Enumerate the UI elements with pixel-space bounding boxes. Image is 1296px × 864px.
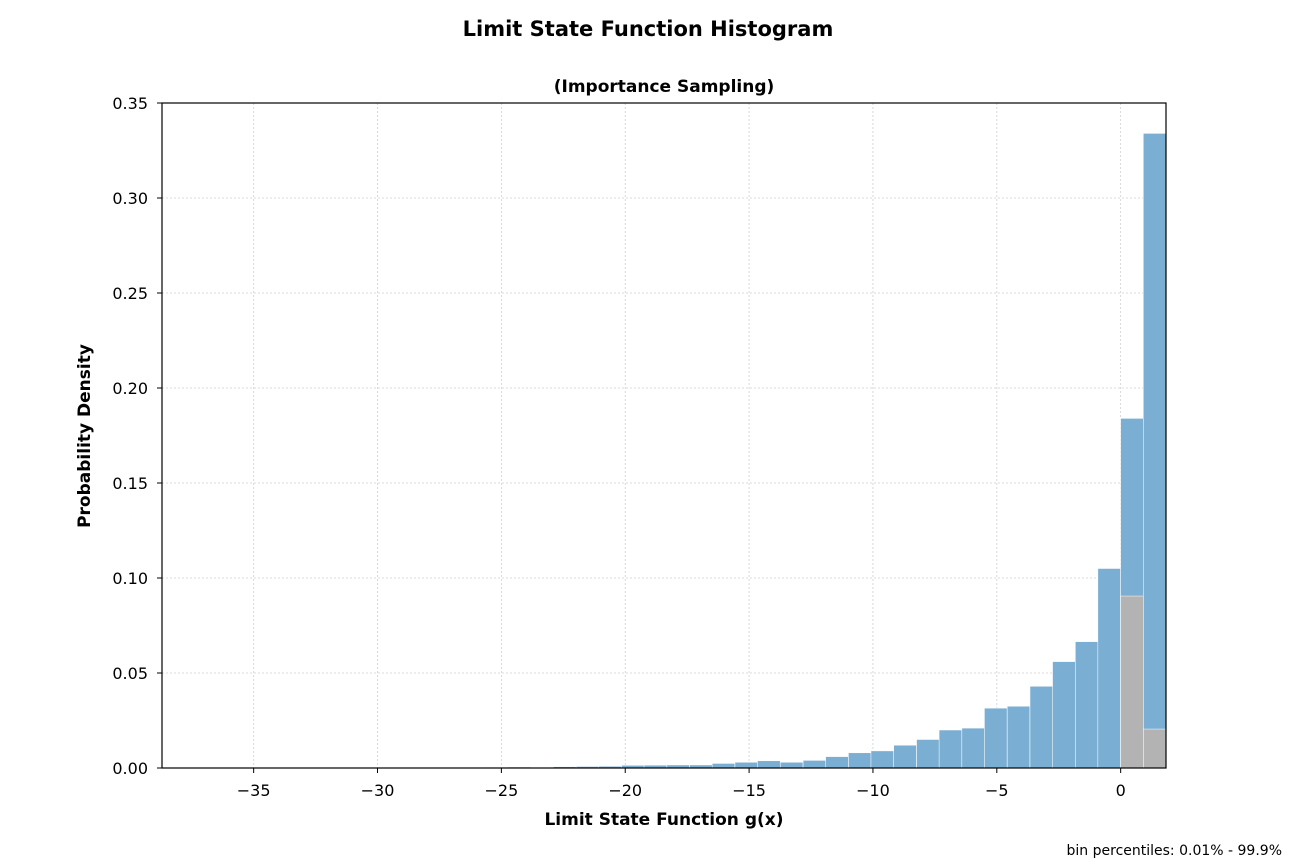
- failure-region-bar: [984, 707, 1008, 769]
- x-tick-label: −35: [237, 781, 271, 800]
- bin-percentiles-note: bin percentiles: 0.01% - 99.9%: [1067, 843, 1282, 859]
- x-tick-label: −25: [484, 781, 518, 800]
- failure-region-bar: [1097, 568, 1121, 769]
- safe-region-bar: [1143, 728, 1167, 769]
- grid-lines: [162, 102, 1166, 769]
- x-tick-label: −20: [608, 781, 642, 800]
- failure-region-bar: [711, 763, 736, 769]
- histogram-bars: [485, 133, 1167, 769]
- x-tick-label: −15: [732, 781, 766, 800]
- failure-region-bar: [938, 729, 963, 769]
- failure-region-bar: [961, 727, 985, 769]
- x-tick-label: −10: [856, 781, 890, 800]
- safe-region-bar: [1120, 595, 1144, 769]
- y-tick-label: 0.30: [112, 189, 148, 208]
- y-axis-label: Probability Density: [75, 344, 95, 528]
- chart-title: Limit State Function Histogram: [463, 17, 834, 41]
- y-tick-label: 0.10: [112, 569, 148, 588]
- failure-region-bar: [848, 752, 872, 769]
- failure-region-bar: [734, 762, 758, 769]
- failure-region-bar: [893, 744, 917, 769]
- failure-region-bar: [825, 756, 849, 769]
- failure-region-bar: [1143, 133, 1167, 769]
- failure-region-bar: [757, 760, 781, 769]
- y-tick-label: 0.35: [112, 94, 148, 113]
- failure-region-bar: [802, 760, 827, 769]
- axis-ticks: −35 −30 −25 −20 −15 −10 −5 0 0.00 0.05 0.10 0.15 0.2…: [112, 94, 1125, 800]
- y-tick-label: 0.20: [112, 379, 148, 398]
- failure-region-bar: [780, 762, 804, 769]
- plot-frame: [161, 102, 1167, 769]
- failure-region-bar: [1052, 661, 1076, 769]
- x-axis-label: Limit State Function g(x): [544, 810, 783, 830]
- failure-region-bar: [1029, 686, 1053, 769]
- chart-subtitle: (Importance Sampling): [554, 77, 775, 97]
- y-tick-label: 0.15: [112, 474, 148, 493]
- failure-region-bar: [916, 739, 940, 769]
- x-tick-label: −30: [361, 781, 395, 800]
- x-tick-label: −5: [985, 781, 1009, 800]
- x-tick-label: 0: [1116, 781, 1126, 800]
- y-tick-label: 0.05: [112, 664, 148, 683]
- y-tick-label: 0.00: [112, 759, 148, 778]
- y-tick-label: 0.25: [112, 284, 148, 303]
- failure-region-bar: [870, 750, 894, 769]
- failure-region-bar: [1006, 706, 1031, 769]
- failure-region-bar: [1075, 641, 1099, 769]
